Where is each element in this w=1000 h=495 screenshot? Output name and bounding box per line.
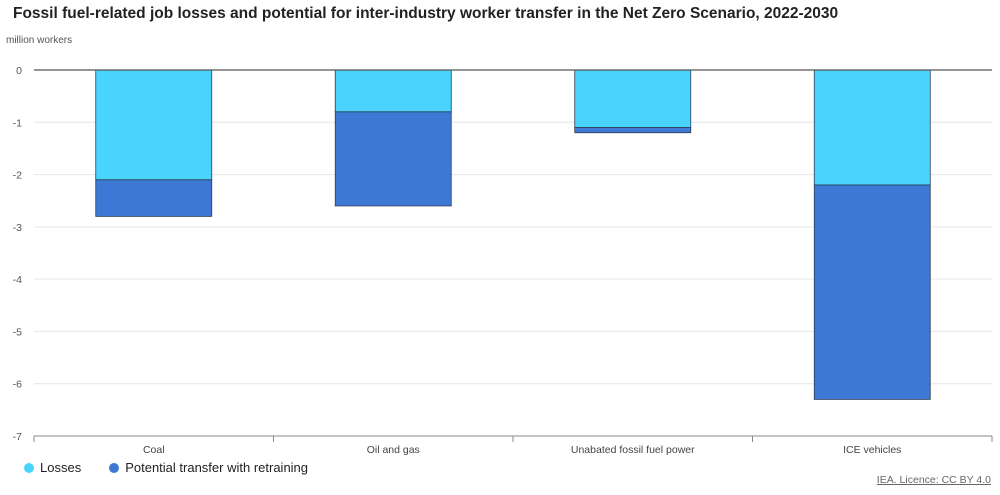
y-tick-label: -1 <box>13 117 22 129</box>
bar-segment <box>334 111 452 207</box>
bar-segment <box>95 179 213 217</box>
bar-segment <box>95 69 213 181</box>
legend-label-losses: Losses <box>40 460 82 475</box>
y-axis-unit-label: million workers <box>6 35 73 46</box>
bar-segment <box>813 184 931 400</box>
legend-item-losses[interactable]: Losses <box>24 460 81 475</box>
legend: Losses Potential transfer with retrainin… <box>24 460 308 475</box>
bar-segment <box>574 69 692 128</box>
x-category-label: Coal <box>143 444 165 456</box>
y-tick-label: -5 <box>13 326 22 338</box>
y-tick-label: -2 <box>13 170 22 182</box>
bar-segment <box>813 69 931 186</box>
legend-item-transfer[interactable]: Potential transfer with retraining <box>109 460 308 475</box>
chart-title: Fossil fuel-related job losses and poten… <box>13 5 839 22</box>
x-category-label: Oil and gas <box>367 444 420 456</box>
x-category-label: ICE vehicles <box>843 444 901 456</box>
bar-segment <box>574 127 692 134</box>
y-tick-label: 0 <box>16 65 22 77</box>
x-category-label: Unabated fossil fuel power <box>571 444 695 456</box>
y-tick-label: -4 <box>13 274 22 286</box>
bar-segment <box>334 69 452 113</box>
y-tick-label: -6 <box>13 379 22 391</box>
legend-label-transfer: Potential transfer with retraining <box>125 460 309 475</box>
y-tick-label: -7 <box>13 431 22 443</box>
y-tick-label: -3 <box>13 222 22 234</box>
source-license-link[interactable]: IEA. Licence: CC BY 4.0 <box>876 474 991 486</box>
legend-swatch-transfer <box>109 462 120 473</box>
legend-swatch-losses <box>24 462 34 473</box>
